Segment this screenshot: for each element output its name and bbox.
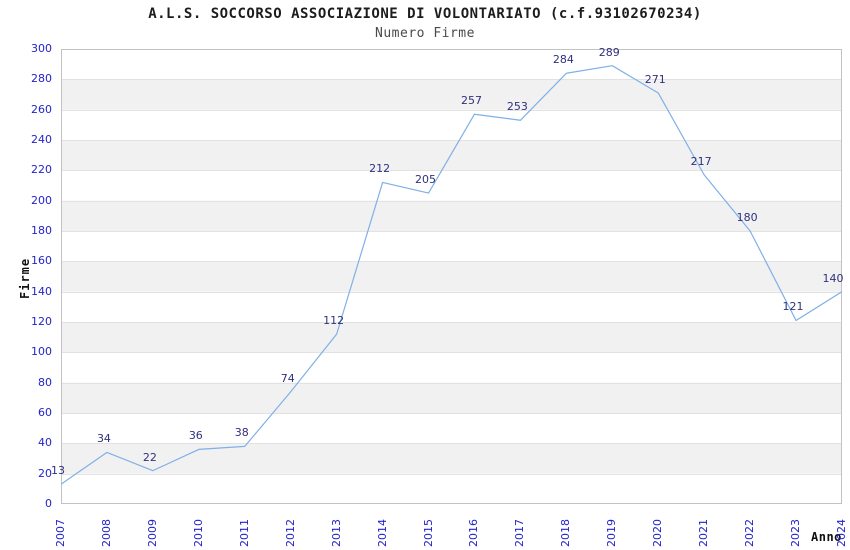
x-tick-label: 2014 (375, 519, 389, 547)
y-tick-label: 180 (31, 224, 52, 237)
data-point-label: 253 (506, 100, 528, 114)
data-point-label: 180 (736, 211, 758, 224)
data-point-label: 112 (323, 314, 345, 328)
grid-band (61, 443, 842, 474)
plot-area (60, 49, 843, 504)
x-tick-label: 2010 (191, 519, 205, 547)
y-tick-label: 160 (31, 254, 52, 268)
y-tick-label: 120 (31, 315, 52, 328)
x-tick-label: 2019 (605, 519, 619, 547)
x-axis-title: Anno (811, 530, 842, 544)
x-tick-label: 2018 (559, 519, 573, 547)
x-tick-label: 2011 (237, 519, 251, 547)
x-tick-label: 2022 (743, 519, 757, 547)
data-point-label: 257 (460, 94, 482, 108)
data-point-label: 34 (96, 432, 111, 446)
data-point-label: 22 (142, 450, 157, 464)
data-point-label: 74 (280, 371, 295, 385)
y-tick-label: 20 (38, 466, 52, 480)
y-tick-label: 0 (45, 497, 52, 510)
x-tick-label: 2016 (467, 519, 481, 547)
data-point-label: 212 (369, 162, 391, 176)
data-point-label: 205 (415, 173, 437, 187)
y-tick-label: 140 (31, 284, 52, 298)
x-tick-label: 2021 (697, 519, 711, 547)
x-tick-label: 2015 (421, 519, 435, 547)
x-tick-label: 2008 (99, 519, 113, 547)
data-point-label: 217 (690, 154, 712, 168)
data-point-label: 284 (552, 53, 574, 67)
y-tick-label: 240 (31, 133, 52, 146)
y-tick-label: 260 (31, 102, 52, 116)
grid-band (61, 382, 842, 413)
x-tick-label: 2012 (283, 519, 297, 547)
x-tick-label: 2020 (651, 519, 665, 547)
chart-title: A.L.S. SOCCORSO ASSOCIAZIONE DI VOLONTAR… (148, 6, 702, 22)
data-point-label: 271 (644, 72, 666, 86)
chart-subtitle: Numero Firme (375, 26, 475, 41)
data-point-label: 140 (822, 271, 844, 285)
grid-band (61, 261, 842, 292)
x-tick-label: 2024 (835, 519, 848, 547)
x-tick-label: 2017 (513, 519, 527, 547)
y-tick-label: 100 (31, 345, 52, 359)
data-point-label: 38 (234, 426, 249, 440)
x-tick-label: 2009 (145, 519, 159, 547)
y-tick-label: 40 (38, 436, 52, 450)
y-tick-label: 280 (31, 72, 52, 86)
data-point-label: 121 (782, 300, 804, 314)
plot-border (61, 49, 842, 504)
grid-band (61, 79, 842, 110)
grid-band (61, 200, 842, 231)
data-point-label: 289 (598, 45, 620, 59)
y-tick-label: 220 (31, 163, 52, 177)
y-tick-label: 80 (38, 375, 52, 389)
x-tick-label: 2013 (329, 519, 343, 547)
data-point-label: 13 (51, 464, 65, 478)
data-point-label: 36 (188, 429, 203, 443)
x-tick-label: 2007 (54, 519, 67, 547)
grid-band (61, 140, 842, 171)
y-tick-label: 60 (38, 406, 52, 419)
y-tick-label: 200 (31, 193, 52, 207)
line-series (60, 65, 843, 485)
y-tick-label: 300 (31, 42, 52, 55)
x-tick-label: 2023 (789, 519, 803, 547)
grid-band (61, 322, 842, 353)
plot-area-svg (60, 49, 843, 504)
